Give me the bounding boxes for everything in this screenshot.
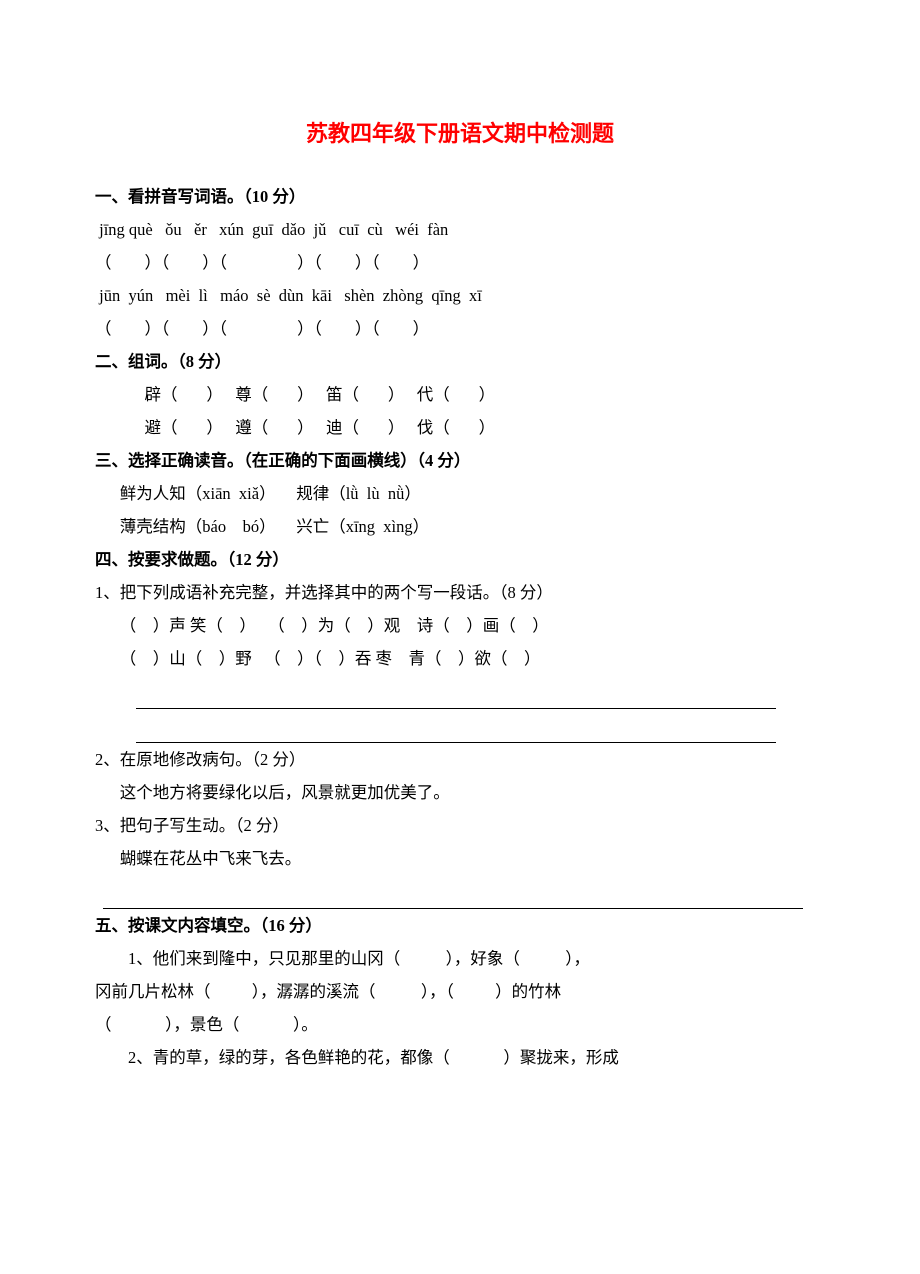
s4-q3: 3、把句子写生动。（2 分） — [95, 809, 825, 842]
s4-q1-line-1: （ ）声 笑（ ） （ ）为（ ）观 诗（ ）画（ ） — [95, 609, 825, 642]
s3-line-1: 鲜为人知（xiān xiǎ） 规律（lǜ lù nǜ） — [95, 477, 825, 510]
page: 苏教四年级下册语文期中检测题 一、看拼音写词语。（10 分） jīng què … — [0, 0, 920, 1274]
s2-line-1: 辟（ ） 尊（ ） 笛（ ） 代（ ） — [95, 378, 825, 411]
s5-q1-a: 1、他们来到隆中，只见那里的山冈（ ），好象（ ）， — [95, 942, 825, 975]
s4-q1-line-2: （ ）山（ ）野 （ ）（ ）吞 枣 青（ ）欲（ ） — [95, 642, 825, 675]
section-5-header: 五、按课文内容填空。（16 分） — [95, 909, 825, 942]
s1-pinyin-2: jūn yún mèi lì máo sè dùn kāi shèn zhòng… — [95, 279, 825, 312]
s4-blank-line-2 — [136, 709, 776, 743]
s4-q3-line-1: 蝴蝶在花丛中飞来飞去。 — [95, 842, 825, 875]
section-1-header: 一、看拼音写词语。（10 分） — [95, 180, 825, 213]
s2-line-2: 避（ ） 遵（ ） 迪（ ） 伐（ ） — [95, 411, 825, 444]
s5-q1-b: 冈前几片松林（ ），潺潺的溪流（ ），（ ）的竹林 — [95, 975, 825, 1008]
s4-q2-line-1: 这个地方将要绿化以后，风景就更加优美了。 — [95, 776, 825, 809]
s5-q1-c: （ ），景色（ ）。 — [95, 1008, 825, 1041]
s3-line-2: 薄壳结构（báo bó） 兴亡（xīng xìng） — [95, 510, 825, 543]
s4-q2: 2、在原地修改病句。（2 分） — [95, 743, 825, 776]
s4-blank-line-1 — [136, 675, 776, 709]
s1-pinyin-1: jīng què ǒu ěr xún guī dǎo jǔ cuī cù wéi… — [95, 213, 825, 246]
section-2-header: 二、组词。（8 分） — [95, 345, 825, 378]
section-4-header: 四、按要求做题。（12 分） — [95, 543, 825, 576]
s5-q2: 2、青的草，绿的芽，各色鲜艳的花，都像（ ）聚拢来，形成 — [95, 1041, 825, 1074]
s4-q1: 1、把下列成语补充完整，并选择其中的两个写一段话。（8 分） — [95, 576, 825, 609]
section-3-header: 三、选择正确读音。（在正确的下面画横线）（4 分） — [95, 444, 825, 477]
s1-blanks-2: （ ）（ ）（ ）（ ）（ ） — [95, 312, 825, 345]
s1-blanks-1: （ ）（ ）（ ）（ ）（ ） — [95, 246, 825, 279]
page-title: 苏教四年级下册语文期中检测题 — [95, 112, 825, 156]
s4-blank-line-3 — [103, 875, 803, 909]
